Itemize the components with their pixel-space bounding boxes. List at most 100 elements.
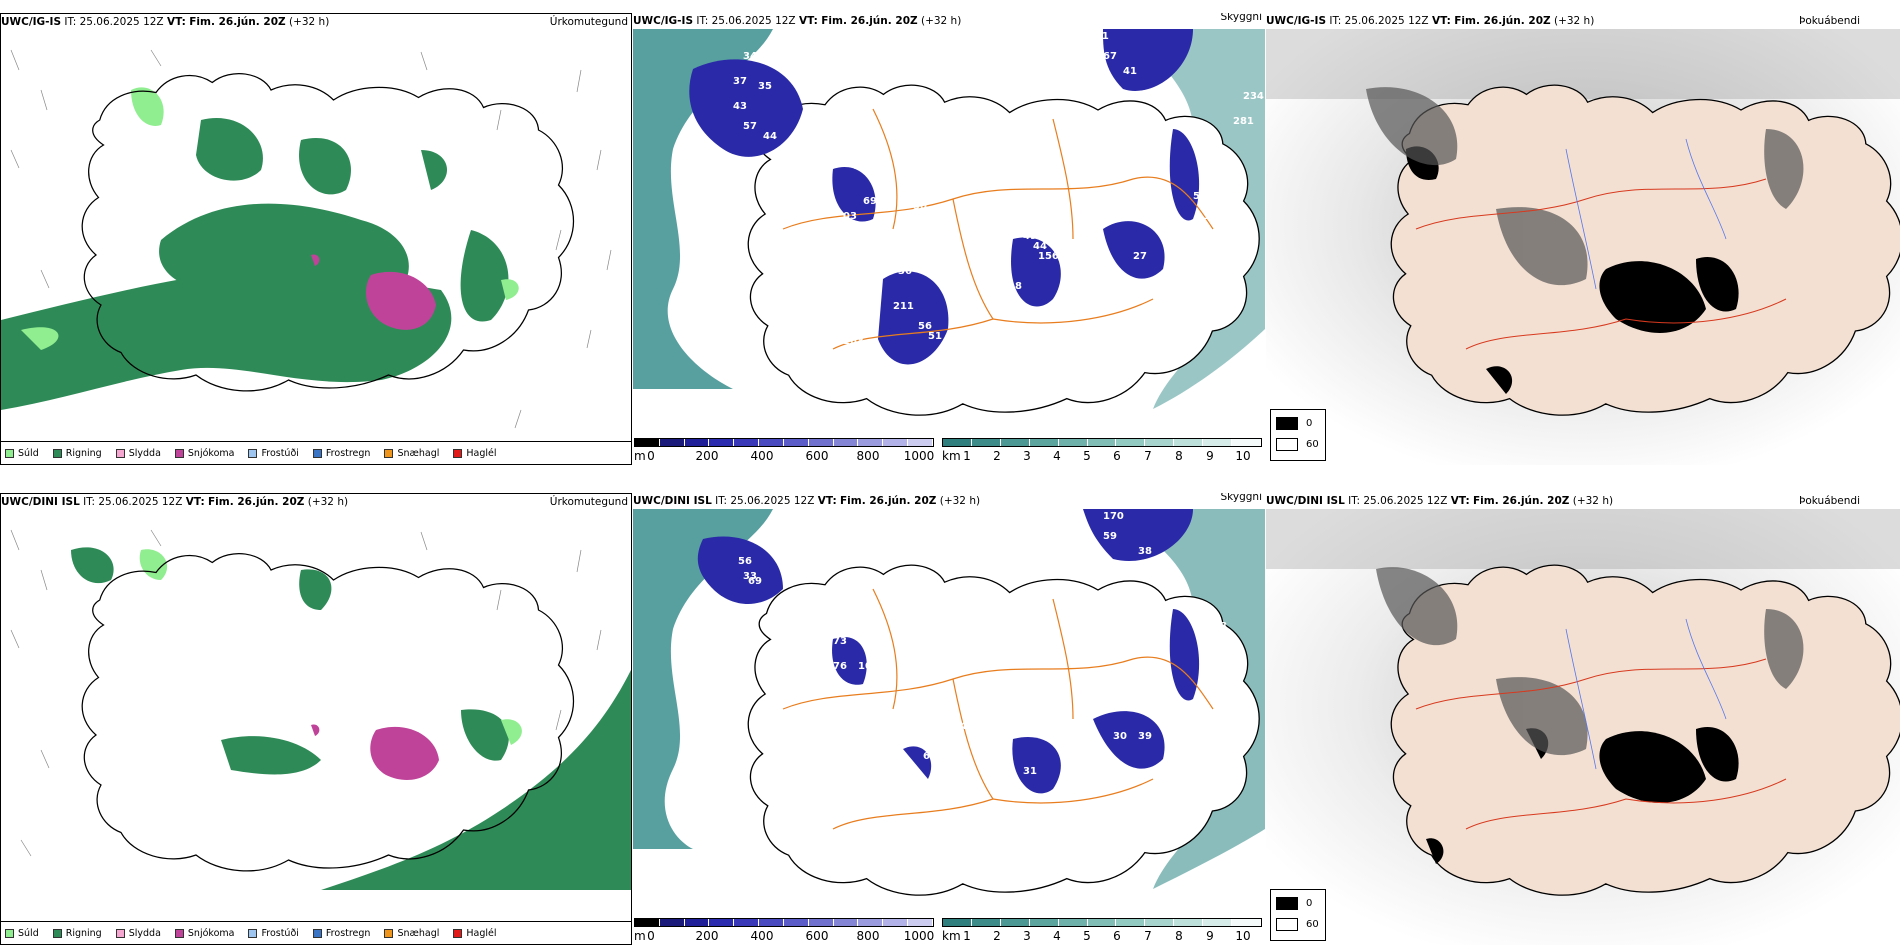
fog-grey-areas <box>1366 87 1804 286</box>
cloud-base-label: 48 <box>853 611 867 622</box>
model-name: UWC/DINI ISL <box>1266 495 1345 507</box>
init-time-label: IT: <box>1329 15 1342 27</box>
elevation-scale-bar <box>634 438 934 447</box>
legend-item-rain: Rigning <box>52 928 102 939</box>
valid-time: Fim. 26.jún. 20Z <box>840 495 937 507</box>
visibility-tick: 4 <box>1053 929 1061 943</box>
legend-swatch <box>52 448 62 458</box>
cloud-base-label: 387 <box>983 721 1004 732</box>
cloud-base-label: 75 <box>963 691 977 702</box>
cloud-base-label: 37 <box>733 76 747 87</box>
cloud-map[interactable]: 161 34 34 28 37 35 43 57 44 36 67 41 58 281 234 63 44 53 3… <box>633 29 1265 435</box>
legend-swatch <box>453 928 463 938</box>
elevation-swatch <box>659 439 685 446</box>
cloud-base-label: 73 <box>833 636 847 647</box>
legend-item-sleet: Slydda <box>115 927 161 939</box>
elevation-tick: 400 <box>750 929 774 943</box>
legend-item-rain: Rigning <box>52 448 102 459</box>
elevation-swatch <box>759 439 784 446</box>
legend-swatch <box>52 928 62 938</box>
panel-header: UWC/DINI ISL IT: 25.06.2025 12Z VT: Fim.… <box>1266 493 1900 509</box>
cloud-base-label: 34 <box>908 801 922 812</box>
legend-label: Slydda <box>128 927 161 939</box>
valid-time-label: VT: <box>1450 495 1470 507</box>
cloud-base-label: 35 <box>778 536 792 547</box>
cloud-base-label: 59 <box>1103 531 1117 542</box>
precip-legend: Súld Rigning Slydda Snjókoma Frostúði Fr… <box>1 921 631 944</box>
cloud-base-label: 51 <box>973 251 987 262</box>
legend-item-snow: Snjókoma <box>174 927 235 939</box>
fog-map[interactable] <box>1266 509 1900 945</box>
cloud-base-label: 37 <box>918 821 932 832</box>
model-name: UWC/IG-IS <box>1266 15 1327 27</box>
legend-item-freezing-drizzle: Frostúði <box>248 447 299 459</box>
elevation-swatch <box>808 919 834 926</box>
legend-item-freezing-rain: Frostregn <box>312 927 371 939</box>
fog-map[interactable] <box>1266 29 1900 465</box>
fog-rivers <box>1565 618 1727 770</box>
cloud-base-label: 53 <box>1193 191 1207 202</box>
legend-label: Frostregn <box>325 927 371 939</box>
cloud-base-label: 51 <box>928 331 942 342</box>
precip-map[interactable] <box>1 30 631 442</box>
cloud-base-label: 69 <box>863 196 877 207</box>
cloud-base-label: 34 <box>783 56 797 67</box>
fog-swatch <box>1276 897 1298 910</box>
lead-time: (+32 h) <box>307 496 349 508</box>
legend-item-snow-pellets: Snæhagl <box>384 928 439 939</box>
visibility-tick: 5 <box>1083 929 1091 943</box>
fog-legend-row: 60 <box>1276 918 1319 931</box>
cloud-base-label: 50 <box>913 201 927 212</box>
panel-header: UWC/IG-IS IT: 25.06.2025 12Z VT: Fim. 26… <box>1266 13 1900 29</box>
cloud-base-label: 80 <box>913 236 927 247</box>
elevation-swatch <box>858 919 884 926</box>
visibility-tick: 10 <box>1235 449 1251 463</box>
elevation-swatch <box>783 439 809 446</box>
precip-map[interactable] <box>1 510 631 922</box>
fog-panel-row1: UWC/IG-IS IT: 25.06.2025 12Z VT: Fim. 26… <box>1266 13 1900 465</box>
cloud-base-labels: 1705938352956336935866658384044554348731… <box>738 511 1227 832</box>
panel-title: Þokuábendi <box>1799 15 1860 27</box>
legend-label: Snjókoma <box>187 927 235 939</box>
elevation-tick: 800 <box>856 449 880 463</box>
init-time: 25.06.2025 12Z <box>1344 15 1429 27</box>
legend-swatch <box>115 928 125 938</box>
cloud-base-label: 38 <box>1138 546 1152 557</box>
elevation-swatch <box>684 919 710 926</box>
cloud-base-label: 69 <box>748 576 762 587</box>
visibility-unit: km <box>942 449 961 463</box>
legend-swatch <box>248 448 258 458</box>
legend-label: Frostúði <box>261 447 299 459</box>
visibility-tick: 1 <box>963 449 971 463</box>
elevation-swatch <box>858 439 884 446</box>
elevation-swatch <box>635 439 660 446</box>
visibility-tick: 8 <box>1175 449 1183 463</box>
valid-time: Fim. 26.jún. 20Z <box>189 16 286 28</box>
cloud-base-label: 66 <box>953 351 967 362</box>
legend-label: Haglél <box>466 447 497 459</box>
cloud-base-label: 54 <box>853 711 867 722</box>
cloud-base-label: 43 <box>733 101 747 112</box>
elevation-tick: 200 <box>695 449 719 463</box>
panel-title: Þokuábendi <box>1799 495 1860 507</box>
visibility-swatch <box>971 919 1001 926</box>
visibility-scale-bar <box>942 918 1262 927</box>
cloud-base-label: 50 <box>1188 261 1202 272</box>
fog-roads <box>1415 178 1787 350</box>
init-time: 25.06.2025 12Z <box>730 495 815 507</box>
legend-label: Snjókoma <box>187 447 235 459</box>
cloud-base-label: 38 <box>1203 641 1217 652</box>
cloud-map[interactable]: 170 59 38 35 29 56 33 69 35 86 66 58 38 40 44 55 43 48 73 1… <box>633 509 1265 915</box>
elevation-tick: 600 <box>805 929 829 943</box>
panel-title: Úrkomutegund <box>549 16 628 28</box>
elevation-swatch <box>833 919 859 926</box>
cloud-base-label: 44 <box>1033 241 1047 252</box>
cloud-base-label: 30 <box>1088 751 1102 762</box>
cloud-base-label: 57 <box>743 121 757 132</box>
legend-swatch <box>312 928 322 938</box>
fog-legend: 0 60 <box>1270 409 1326 461</box>
fog-dark-areas <box>1426 727 1739 864</box>
lead-time: (+32 h) <box>1553 15 1595 27</box>
legend-label: Frostúði <box>261 927 299 939</box>
precip-panel-row2: UWC/DINI ISL IT: 25.06.2025 12Z VT: Fim.… <box>0 493 632 945</box>
